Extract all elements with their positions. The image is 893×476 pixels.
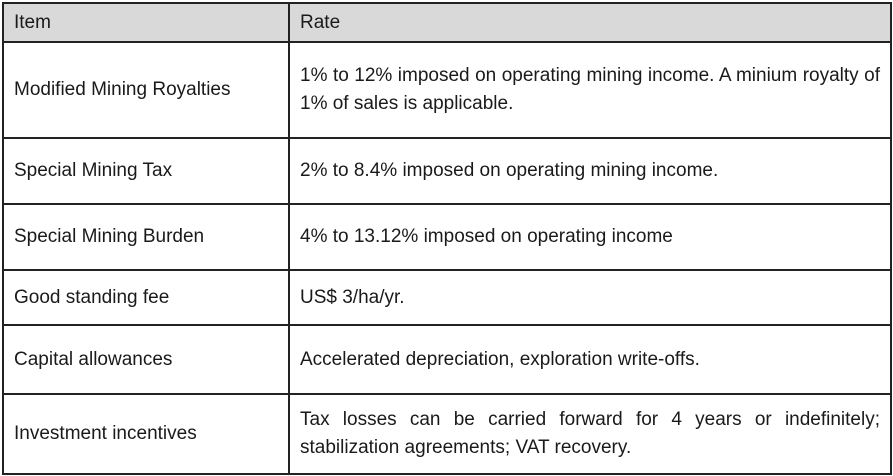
table-row: Capital allowances Accelerated depreciat…	[2, 324, 892, 395]
table-row: Special Mining Tax 2% to 8.4% imposed on…	[2, 137, 892, 205]
item-cell: Special Mining Tax	[2, 137, 290, 205]
rate-cell: 2% to 8.4% imposed on operating mining i…	[288, 137, 892, 205]
item-cell: Capital allowances	[2, 324, 290, 395]
item-cell: Special Mining Burden	[2, 203, 290, 271]
table-row: Special Mining Burden 4% to 13.12% impos…	[2, 203, 892, 271]
column-header-rate: Rate	[288, 2, 892, 43]
rate-cell: 1% to 12% imposed on operating mining in…	[288, 41, 892, 139]
table-row: Good standing fee US$ 3/ha/yr.	[2, 269, 892, 326]
rate-cell: 4% to 13.12% imposed on operating income	[288, 203, 892, 271]
column-header-item: Item	[2, 2, 290, 43]
table-row: Modified Mining Royalties 1% to 12% impo…	[2, 41, 892, 139]
rate-cell: Accelerated depreciation, exploration wr…	[288, 324, 892, 395]
rate-cell: Tax losses can be carried forward for 4 …	[288, 393, 892, 475]
rate-cell: US$ 3/ha/yr.	[288, 269, 892, 326]
table-header-row: Item Rate	[2, 2, 892, 43]
item-cell: Investment incentives	[2, 393, 290, 475]
item-cell: Modified Mining Royalties	[2, 41, 290, 139]
item-cell: Good standing fee	[2, 269, 290, 326]
table-row: Investment incentives Tax losses can be …	[2, 393, 892, 475]
